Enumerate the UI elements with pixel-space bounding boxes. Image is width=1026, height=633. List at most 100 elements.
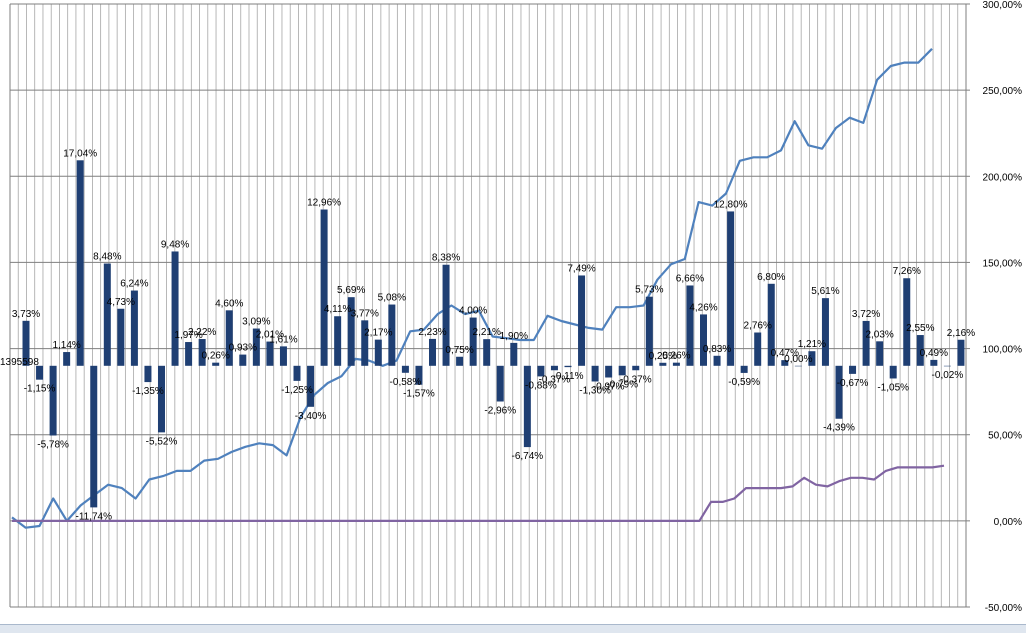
bar-data-label: 0,93%	[229, 343, 257, 354]
bar	[930, 359, 938, 366]
bar-data-label: -0,59%	[728, 377, 760, 388]
bar	[388, 304, 396, 366]
bar-data-label: 3,09%	[242, 317, 270, 328]
bar	[198, 339, 206, 366]
bar-data-label: 2,21%	[473, 327, 501, 338]
bar-data-label: 12,96%	[307, 198, 341, 209]
bar	[550, 365, 558, 371]
bar	[103, 263, 111, 366]
bar	[713, 355, 721, 366]
bar-data-label: 3,77%	[351, 308, 379, 319]
bar	[49, 365, 57, 436]
bar	[700, 314, 707, 366]
bar-data-label: 6,80%	[757, 272, 785, 283]
bar-data-label: -1,57%	[403, 389, 435, 400]
bar-data-label: 6,66%	[676, 273, 704, 284]
bar-data-label: -0,67%	[837, 378, 869, 389]
bar	[808, 351, 816, 366]
bar-data-label: 5,73%	[635, 285, 663, 296]
bar	[686, 285, 694, 366]
bar	[401, 365, 409, 373]
bar	[645, 296, 653, 366]
bar-data-label: 2,16%	[947, 328, 975, 339]
bar-data-label: -3,40%	[295, 411, 327, 422]
bar	[158, 365, 165, 433]
axis-tick-label: -50,00%	[985, 603, 1022, 614]
bar	[767, 283, 775, 366]
bar-data-label: -0,97%	[593, 381, 625, 392]
axis-tick-label: 0,00%	[994, 517, 1022, 528]
bar-data-label: 5,69%	[337, 285, 365, 296]
bar	[347, 297, 355, 366]
bar-data-label: 3,73%	[12, 309, 40, 320]
bar	[943, 365, 951, 367]
sheet-tab-strip[interactable]	[0, 624, 1026, 633]
bar-data-label: 17,04%	[63, 148, 97, 159]
bar-data-label: -0,88%	[525, 380, 557, 391]
bar-data-label: -0,37%	[620, 374, 652, 385]
data-labels-group: 3,73% -1,15% -5,78% 1,14% 17,04% -11,74% 8,48%…	[12, 148, 975, 522]
bar-data-label: 2,17%	[364, 328, 392, 339]
bar	[754, 332, 762, 366]
axis-tick-label: 100,00%	[983, 345, 1023, 356]
bar-data-label: 8,48%	[93, 252, 121, 263]
bar-data-label: 0,00%	[784, 354, 812, 365]
bar	[442, 264, 450, 366]
bar	[916, 335, 924, 366]
bar-data-label: 0,26%	[662, 351, 690, 362]
bar	[469, 317, 477, 366]
bar-data-label: -1,15%	[24, 384, 56, 395]
bar-data-label: -1,05%	[877, 382, 909, 393]
bar	[483, 339, 491, 366]
bar	[781, 360, 789, 366]
bar	[862, 320, 870, 366]
bar	[496, 365, 504, 402]
bar-data-label: 12,80%	[714, 199, 748, 210]
bar	[672, 362, 680, 366]
bar-data-label: 2,76%	[744, 321, 772, 332]
bar	[578, 275, 586, 366]
bar-data-label: 2,23%	[418, 327, 446, 338]
bar-data-label: -0,37%	[539, 374, 571, 385]
axis-tick-label: 150,00%	[983, 258, 1023, 269]
bar	[849, 365, 857, 374]
axis-tick-label: 200,00%	[983, 172, 1023, 183]
bar-data-label: 4,26%	[689, 302, 717, 313]
bar	[632, 365, 640, 371]
bar	[618, 365, 626, 376]
bar	[889, 365, 897, 379]
bar-data-label: -4,39%	[823, 423, 855, 434]
bar-data-label: 8,38%	[432, 253, 460, 264]
bar	[22, 320, 30, 366]
bar	[239, 354, 247, 366]
axis-tick-label: 300,00%	[983, 0, 1023, 11]
bar-data-label: 1,21%	[798, 339, 826, 350]
bar	[821, 298, 829, 366]
bar	[659, 362, 667, 366]
bar	[605, 365, 613, 378]
bar	[903, 278, 911, 366]
bar-data-label: 4,73%	[107, 297, 135, 308]
bar-data-label: 6,24%	[120, 279, 148, 290]
bar	[266, 341, 274, 366]
bar	[279, 346, 287, 366]
bar	[320, 209, 328, 366]
bar	[252, 328, 260, 366]
bar	[794, 365, 802, 367]
bar-data-label: 4,11%	[324, 304, 352, 315]
bar	[835, 365, 843, 419]
bar-data-label: 0,75%	[445, 345, 473, 356]
bar	[727, 211, 735, 366]
bar-data-label: 9,48%	[161, 239, 189, 250]
bar-data-label: -1,25%	[281, 385, 313, 396]
axis-tick-label: 50,00%	[988, 431, 1022, 442]
bar	[185, 342, 193, 366]
bar-data-label: 1,14%	[52, 340, 80, 351]
bar-data-label: 7,26%	[893, 266, 921, 277]
bar-data-label: 2,01%	[256, 330, 284, 341]
bar-data-label: 2,55%	[906, 323, 934, 334]
bar-data-label: 5,61%	[811, 286, 839, 297]
bar-data-label: 0,83%	[703, 344, 731, 355]
axis-tick-label: 250,00%	[983, 86, 1023, 97]
